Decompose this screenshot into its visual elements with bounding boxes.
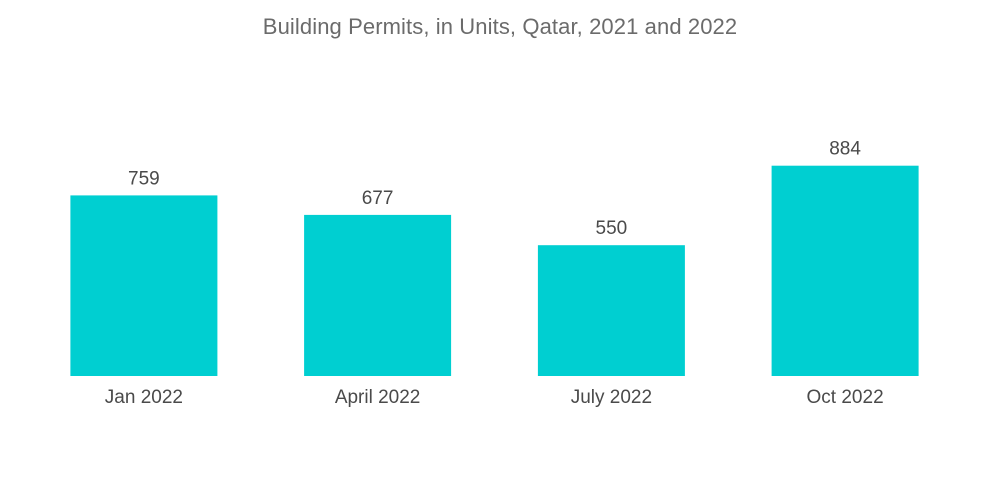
chart-title: Building Permits, in Units, Qatar, 2021 … — [262, 14, 738, 39]
x-tick-label: Jan 2022 — [105, 387, 183, 408]
bar-jan-2022 — [70, 195, 218, 376]
x-tick-label: Oct 2022 — [807, 387, 884, 408]
bar-april-2022 — [304, 214, 452, 376]
value-labels: 759 677 550 884 — [128, 139, 861, 240]
data-label: 550 — [596, 218, 628, 239]
bars — [70, 165, 919, 376]
data-label: 884 — [829, 139, 861, 160]
data-label: 677 — [362, 188, 394, 209]
x-axis-tick-labels: Jan 2022 April 2022 July 2022 Oct 2022 — [105, 387, 884, 408]
data-label: 759 — [128, 168, 160, 189]
x-tick-label: April 2022 — [335, 387, 421, 408]
bar-oct-2022 — [771, 165, 919, 376]
x-tick-label: July 2022 — [571, 387, 652, 408]
bar-july-2022 — [537, 245, 685, 376]
